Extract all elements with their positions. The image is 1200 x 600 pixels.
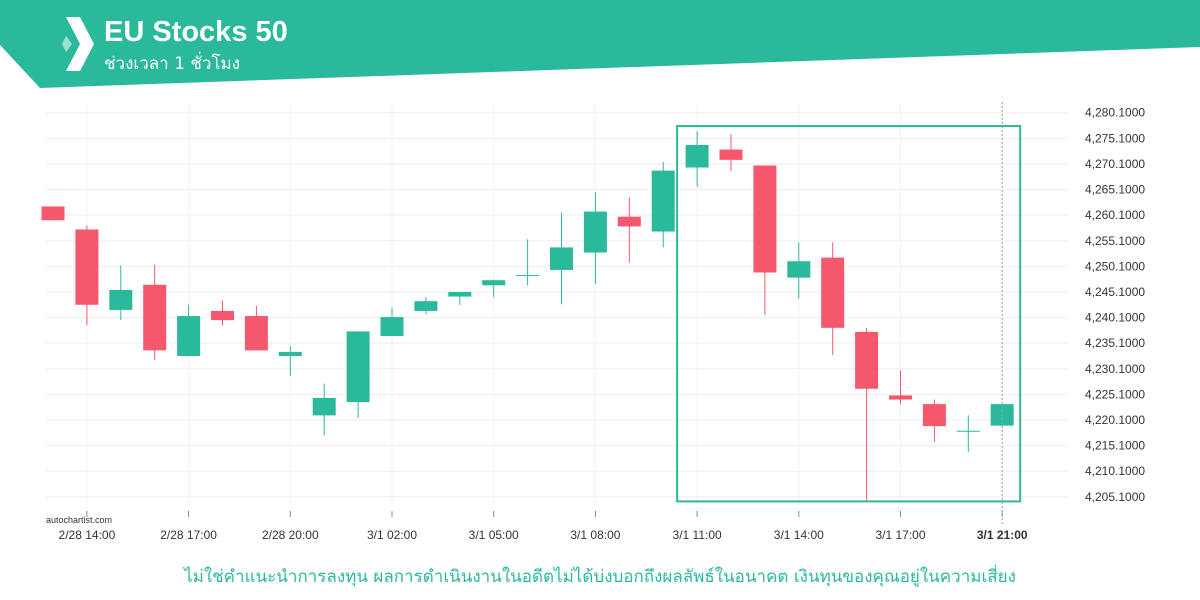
candle-up — [787, 261, 811, 278]
price-tick-label: 4,270.1000 — [1085, 157, 1145, 171]
candle-up — [685, 144, 709, 168]
candle-down — [889, 395, 912, 400]
candle-down — [75, 229, 99, 305]
candle-up — [550, 247, 573, 270]
candle-down — [855, 331, 879, 389]
candle-down — [719, 149, 743, 160]
time-tick-label: 2/28 14:00 — [59, 528, 116, 542]
time-tick-label: 3/1 08:00 — [570, 528, 620, 542]
candle-up — [380, 317, 404, 337]
candle-up — [346, 331, 370, 403]
source-label: autochartist.com — [46, 515, 113, 525]
time-tick-label: 3/1 02:00 — [367, 528, 417, 542]
candle-down — [753, 165, 777, 273]
candle-up — [414, 301, 438, 311]
autochartist-logo-icon — [62, 17, 94, 71]
price-tick-label: 4,255.1000 — [1085, 234, 1145, 248]
price-tick-label: 4,265.1000 — [1085, 183, 1145, 197]
candle-down — [617, 216, 641, 227]
time-tick-label: 2/28 17:00 — [160, 528, 217, 542]
candle-up — [651, 170, 675, 232]
candle-up — [109, 289, 133, 310]
price-tick-label: 4,245.1000 — [1085, 285, 1145, 299]
disclaimer-text: ไม่ใช่คำแนะนำการลงทุน ผลการดำเนินงานในอด… — [184, 567, 1016, 587]
time-axis: 2/28 14:00 2/28 17:00 2/28 20:00 3/1 02:00 3… — [59, 511, 1028, 542]
candle-up — [583, 211, 607, 253]
candles — [41, 131, 1014, 501]
price-tick-label: 4,205.1000 — [1085, 490, 1145, 504]
time-tick-label: 3/1 14:00 — [774, 528, 824, 542]
price-tick-label: 4,260.1000 — [1085, 208, 1145, 222]
time-tick-label: 3/1 05:00 — [469, 528, 519, 542]
candle-down — [821, 257, 845, 328]
price-tick-label: 4,275.1000 — [1085, 131, 1145, 145]
candle-down — [41, 206, 65, 221]
price-tick-label: 4,250.1000 — [1085, 259, 1145, 273]
pattern-highlight-box — [676, 125, 1022, 503]
candle-up — [177, 316, 201, 356]
time-tick-label: 3/1 21:00 — [977, 528, 1028, 542]
pattern-overlay — [676, 102, 1022, 525]
price-tick-label: 4,215.1000 — [1085, 439, 1145, 453]
time-tick-label: 2/28 20:00 — [262, 528, 319, 542]
time-tick-label: 3/1 11:00 — [673, 528, 722, 542]
price-tick-label: 4,225.1000 — [1085, 387, 1145, 401]
candle-up — [278, 351, 302, 356]
price-tick-label: 4,235.1000 — [1085, 336, 1145, 350]
candle-up — [312, 397, 336, 416]
candle-down — [143, 284, 167, 351]
timeframe-subtitle: ช่วงเวลา 1 ชั่วโมง — [104, 54, 241, 74]
price-tick-label: 4,230.1000 — [1085, 362, 1145, 376]
candle-up — [482, 280, 506, 286]
candle-up — [516, 275, 540, 277]
candle-down — [244, 316, 268, 351]
time-tick-label: 3/1 17:00 — [875, 528, 925, 542]
price-tick-label: 4,240.1000 — [1085, 311, 1145, 325]
price-tick-label: 4,280.1000 — [1085, 106, 1145, 120]
instrument-title: EU Stocks 50 — [104, 16, 288, 48]
chart-grid — [46, 103, 1068, 505]
candle-down — [922, 404, 946, 427]
candle-up — [448, 291, 472, 297]
candle-down — [211, 310, 234, 321]
price-tick-label: 4,220.1000 — [1085, 413, 1145, 427]
price-tick-label: 4,210.1000 — [1085, 464, 1145, 478]
header-background — [0, 0, 1200, 88]
candle-up — [956, 430, 980, 432]
price-axis: 4,280.1000 4,275.1000 4,270.1000 4,265.1000… — [1085, 106, 1145, 504]
